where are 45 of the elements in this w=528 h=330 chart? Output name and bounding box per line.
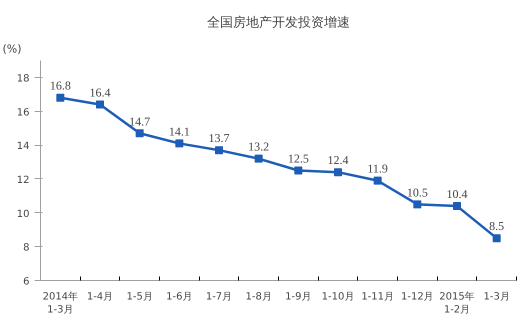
point: [254, 154, 263, 163]
point: [96, 100, 104, 108]
data-label: 11.9: [367, 162, 388, 176]
point: [175, 139, 184, 148]
point: [492, 234, 501, 242]
point: [294, 166, 302, 174]
data-label: 8.5: [489, 219, 504, 234]
x-tick-label: 1-9月: [285, 292, 312, 302]
y-tick-label: 8: [23, 242, 30, 254]
y-tick-label: 16: [16, 107, 30, 118]
x-tick-label: 1-7月: [206, 292, 232, 302]
point: [136, 129, 144, 138]
y-tick-label: 6: [23, 276, 30, 288]
x-tick-label: 1-5月: [126, 292, 153, 302]
data-label: 10.4: [446, 187, 468, 202]
data-label: 16.4: [90, 86, 110, 100]
point: [334, 168, 342, 176]
data-label: 12.4: [328, 153, 348, 168]
point: [413, 200, 422, 208]
y-tick-label: 12: [16, 174, 30, 186]
data-label: 14.7: [129, 114, 150, 128]
point: [453, 202, 461, 210]
data-label: 12.5: [288, 152, 309, 166]
point: [374, 176, 382, 185]
point: [56, 94, 64, 102]
data-label: 13.2: [248, 140, 270, 154]
x-tick-label: 1-8月: [246, 292, 272, 302]
y-tick-label: 10: [16, 208, 30, 220]
x-tick-label: 1-11月: [361, 292, 394, 302]
y-tick-label: 14: [16, 141, 30, 152]
y-axis-title: (%): [2, 42, 22, 56]
x-tick-label: 1-4月: [86, 292, 114, 302]
x-tick-label: 2015年 1-2月: [439, 290, 475, 316]
y-tick-label: 18: [16, 73, 30, 84]
data-label: 14.1: [168, 124, 190, 138]
x-tick-label: 1-6月: [166, 292, 193, 302]
chart-title: 全国房地产开发投资增速: [207, 14, 350, 30]
data-label: 16.8: [50, 78, 71, 93]
data-label: 10.5: [406, 185, 428, 200]
x-tick-label: 1-10月: [322, 292, 354, 302]
x-tick-label: 1-12月: [400, 292, 434, 302]
point: [215, 146, 223, 154]
x-tick-label: 1-3月: [484, 292, 510, 302]
x-tick-label: 2014年 1-3月: [42, 290, 78, 316]
data-label: 13.7: [208, 131, 230, 146]
